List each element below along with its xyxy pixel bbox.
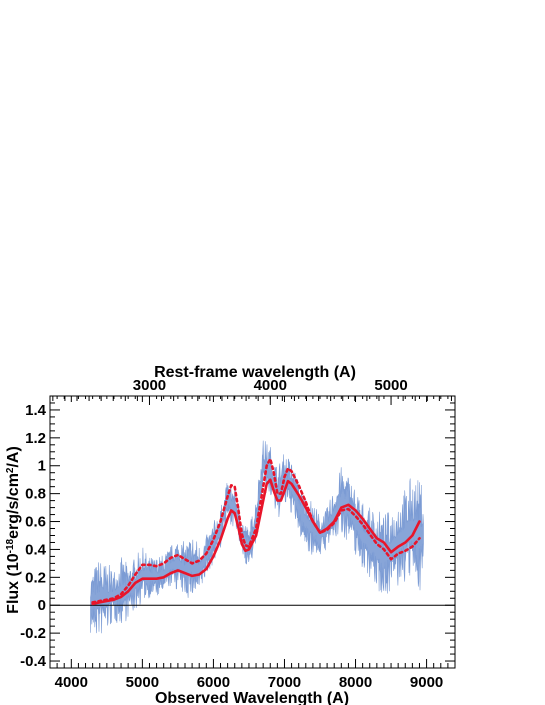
x2-axis: 3000 4000 5000 [52, 377, 452, 405]
plot-frame [49, 395, 456, 669]
y-tick-label: 0.4 [25, 541, 47, 558]
x-axis-title: Observed Wavelength (A) [155, 690, 349, 705]
y-tick-label: 0 [38, 597, 46, 614]
y-tick-label: -0.4 [20, 653, 47, 670]
y-tick-label: 0.6 [25, 514, 46, 531]
x-tick-label: 5000 [126, 674, 159, 691]
x-tick-label: 7000 [268, 674, 301, 691]
x2-tick-label: 5000 [374, 377, 407, 394]
y-tick-label: -0.2 [20, 625, 46, 642]
y-axis-title: Flux (10-18erg/s/cm2/A) [5, 446, 23, 614]
model-dotted-line [91, 457, 421, 604]
y-tick-label: 1.2 [25, 430, 46, 447]
x-tick-label: 9000 [410, 674, 443, 691]
y-tick-label: 0.8 [25, 486, 46, 503]
spectrum-layer [90, 440, 424, 634]
y-tick-label: 1 [38, 458, 46, 475]
model-solid-line [91, 478, 421, 606]
spectrum-band [90, 440, 424, 634]
x-tick-label: 8000 [339, 674, 372, 691]
y-tick-label: 0.2 [25, 569, 46, 586]
x2-axis-title: Rest-frame wavelength (A) [154, 364, 356, 381]
x-tick-label: 6000 [197, 674, 230, 691]
x2-tick-label: 3000 [133, 377, 166, 394]
y-axis: -0.4 -0.2 0 0.2 0.4 0.6 0.8 1 1.2 1.4 [20, 395, 455, 670]
x-tick-label: 4000 [55, 674, 88, 691]
x2-tick-label: 4000 [254, 377, 287, 394]
x-axis: 4000 5000 6000 7000 8000 9000 [49, 396, 456, 691]
model-layer [91, 457, 421, 606]
y-tick-label: 1.4 [25, 402, 47, 419]
